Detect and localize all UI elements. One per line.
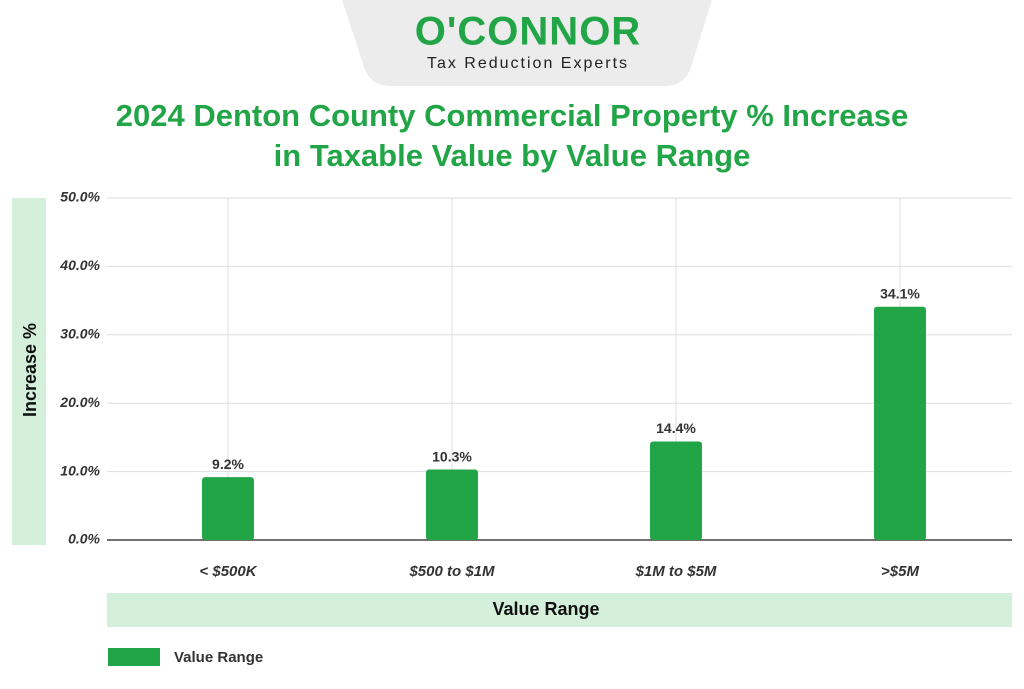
x-tick-label: $500 to $1M bbox=[408, 563, 495, 580]
y-axis-label: Increase % bbox=[20, 323, 40, 417]
x-tick-label: $1M to $5M bbox=[635, 563, 717, 580]
data-label: 10.3% bbox=[432, 448, 472, 464]
chart-title: 2024 Denton County Commercial Property %… bbox=[116, 98, 908, 173]
bar bbox=[874, 306, 926, 540]
x-axis-label: Value Range bbox=[492, 599, 599, 619]
legend-swatch bbox=[108, 648, 160, 666]
bar bbox=[426, 469, 478, 540]
y-tick-label: 40.0% bbox=[59, 257, 100, 273]
y-tick-label: 50.0% bbox=[60, 189, 100, 205]
logo-tagline: Tax Reduction Experts bbox=[427, 55, 629, 72]
logo-tab bbox=[342, 0, 712, 86]
x-tick-label: >$5M bbox=[881, 563, 919, 580]
y-tick-label: 30.0% bbox=[60, 326, 100, 342]
data-label: 14.4% bbox=[656, 420, 696, 436]
bar bbox=[202, 477, 254, 540]
y-tick-label: 20.0% bbox=[59, 394, 100, 410]
y-label-box bbox=[12, 198, 46, 545]
x-tick-label: < $500K bbox=[199, 563, 257, 580]
y-tick-label: 0.0% bbox=[68, 531, 100, 547]
y-tick-label: 10.0% bbox=[60, 462, 100, 478]
data-label: 34.1% bbox=[880, 285, 920, 301]
data-label: 9.2% bbox=[212, 456, 244, 472]
bar bbox=[650, 441, 702, 540]
x-label-box bbox=[107, 593, 1012, 627]
legend-label: Value Range bbox=[174, 649, 263, 666]
logo-name: O'CONNOR bbox=[415, 10, 641, 54]
